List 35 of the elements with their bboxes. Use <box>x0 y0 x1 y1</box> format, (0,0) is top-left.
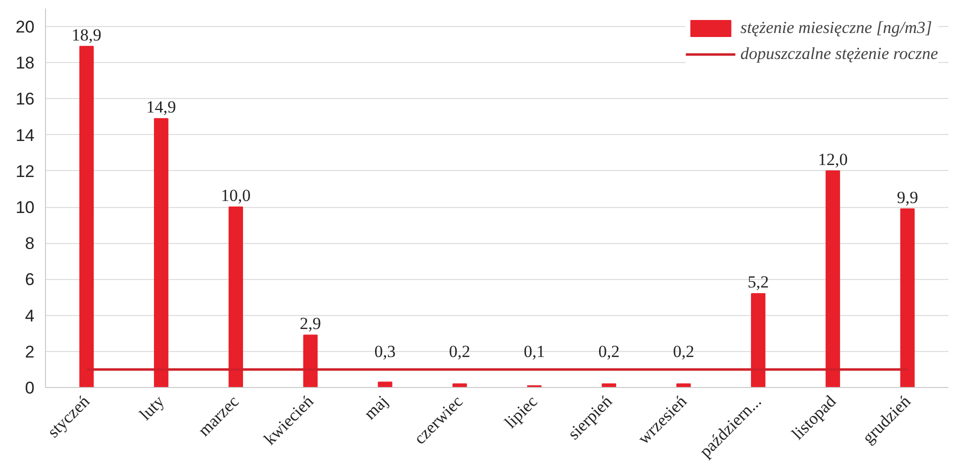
y-tick-label: 20 <box>16 18 35 37</box>
y-tick-label: 6 <box>25 270 35 290</box>
legend-label: dopuszczalne stężenie roczne <box>740 44 938 64</box>
bar <box>303 334 318 388</box>
data-label: 5,2 <box>748 272 769 292</box>
data-label: 0,2 <box>672 342 694 362</box>
bar <box>228 206 244 388</box>
y-tick-label: 16 <box>16 90 35 109</box>
y-tick-label: 12 <box>16 162 35 181</box>
y-tick-label: 8 <box>25 234 35 254</box>
legend-label: stężenie miesięczne [ng/m3] <box>740 18 932 38</box>
bar <box>826 170 840 388</box>
bar <box>154 118 168 388</box>
data-label: 0,2 <box>449 342 470 362</box>
y-tick-label: 2 <box>25 342 35 362</box>
bar <box>750 293 766 388</box>
data-label: 0,1 <box>524 342 545 362</box>
data-label: 0,3 <box>374 342 396 362</box>
x-tick-label: maj <box>360 392 392 424</box>
y-tick-label: 10 <box>16 198 35 218</box>
data-label: 14,9 <box>146 98 176 117</box>
data-label: 0,2 <box>598 342 620 362</box>
x-tick-label: luty <box>136 391 168 424</box>
data-label: 2,9 <box>300 314 322 334</box>
y-tick-label: 4 <box>25 306 35 326</box>
y-tick-label: 0 <box>25 378 35 398</box>
y-tick-label: 14 <box>16 126 35 145</box>
data-label: 18,9 <box>72 25 102 44</box>
data-label: 9,9 <box>896 188 918 207</box>
y-tick-label: 18 <box>16 54 35 73</box>
data-label: 12,0 <box>818 150 848 169</box>
bar <box>79 46 94 388</box>
bar <box>900 208 915 388</box>
bar <box>378 382 392 388</box>
data-label: 10,0 <box>220 186 251 206</box>
